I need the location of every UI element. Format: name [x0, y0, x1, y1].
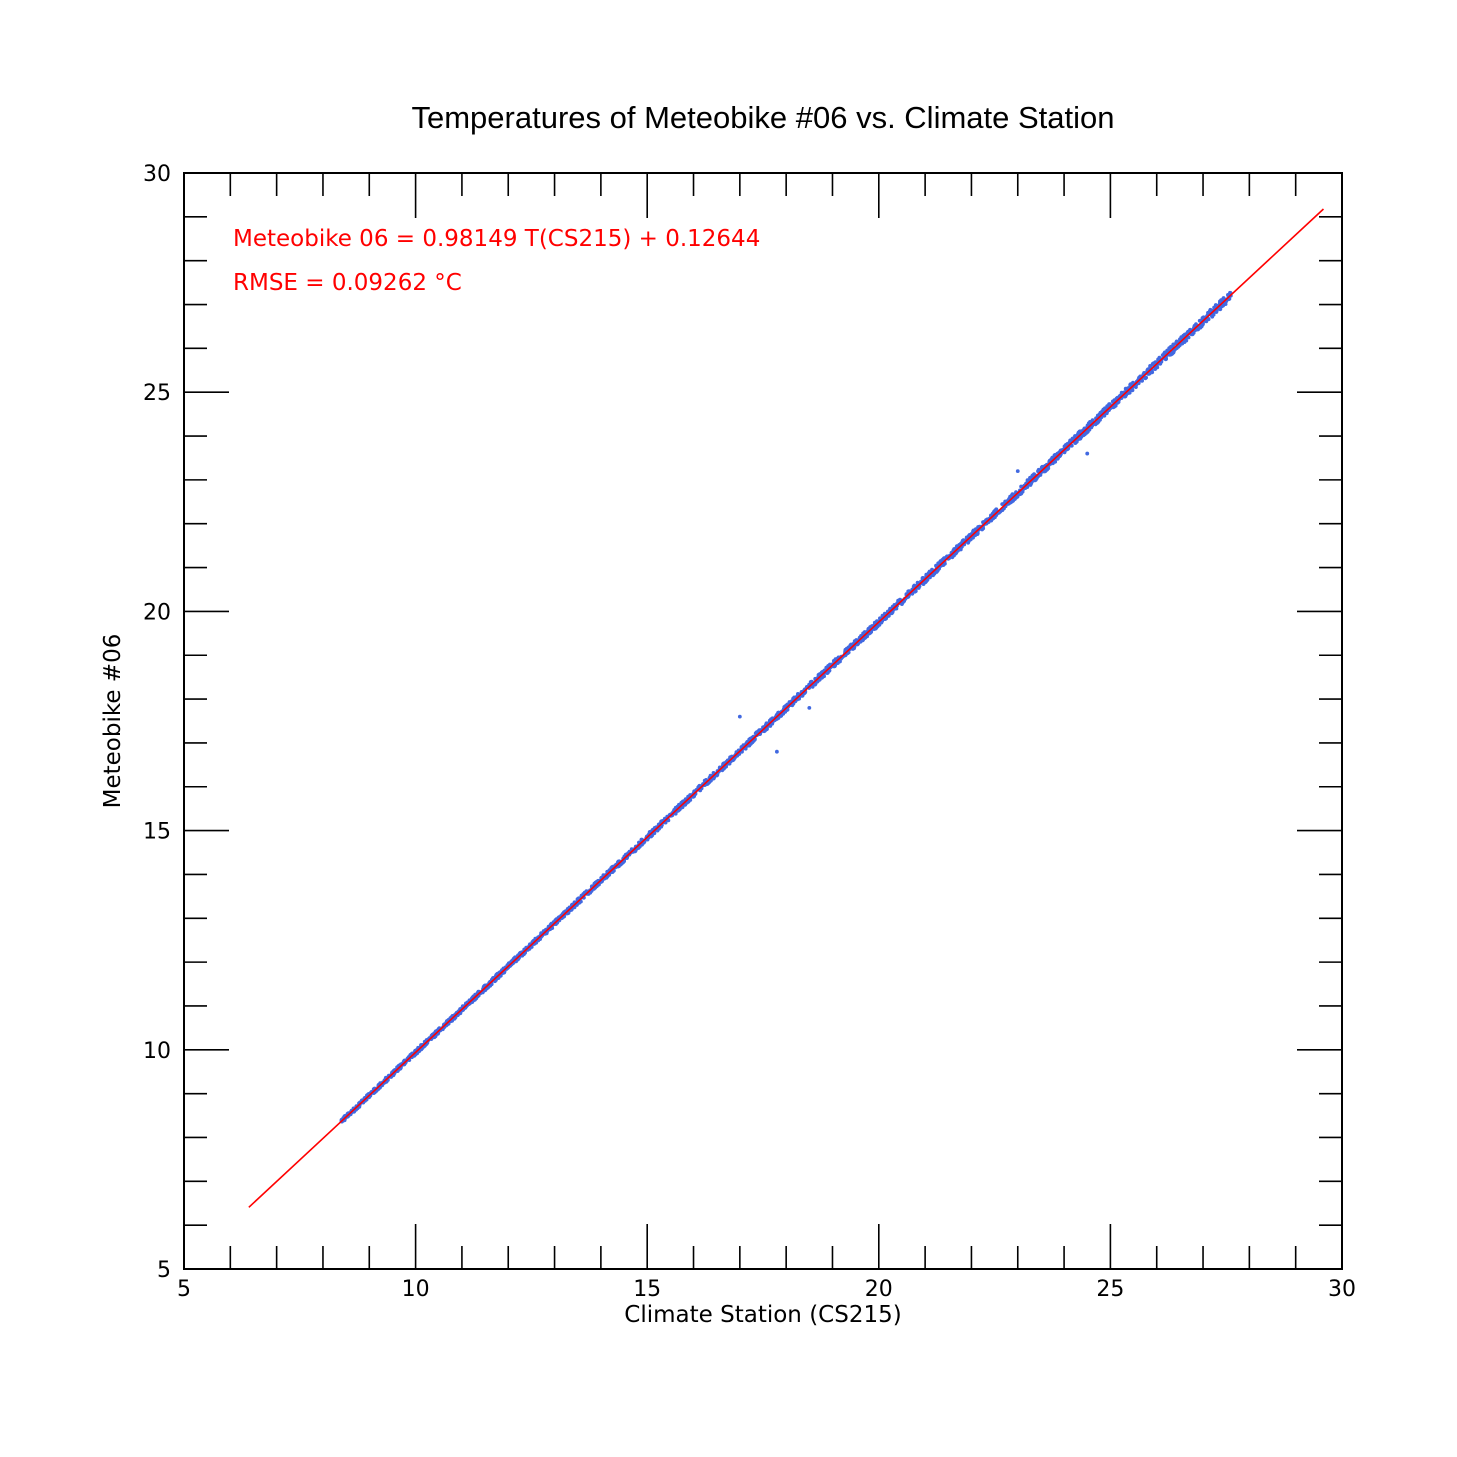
scatter-point — [843, 647, 848, 652]
scatter-point — [743, 746, 748, 751]
scatter-point — [1107, 402, 1111, 407]
x-axis-label: Climate Station (CS215) — [624, 1302, 901, 1328]
scatter-point — [774, 749, 779, 754]
scatter-point — [1077, 429, 1082, 434]
scatter-point — [1144, 375, 1148, 380]
scatter-point — [1169, 344, 1173, 349]
y-tick-label: 5 — [157, 1258, 171, 1283]
scatter-point — [1199, 324, 1203, 328]
x-tick-label: 25 — [1096, 1277, 1124, 1302]
chart-title: Temperatures of Meteobike #06 vs. Climat… — [411, 100, 1114, 135]
plot-frame — [183, 172, 1343, 1270]
scatter-point — [1098, 410, 1103, 415]
scatter-point — [1085, 451, 1090, 456]
scatter-point — [1045, 467, 1050, 472]
scatter-point — [1113, 403, 1118, 408]
scatter-point — [1074, 439, 1079, 444]
scatter-point — [1219, 298, 1223, 303]
scatter-point — [1172, 349, 1176, 354]
scatter-point — [1028, 475, 1032, 480]
regression-equation: Meteobike 06 = 0.98149 T(CS215) + 0.1264… — [233, 226, 760, 252]
scatter-point — [673, 811, 678, 816]
scatter-point — [935, 568, 940, 573]
x-tick-label: 10 — [402, 1277, 430, 1302]
scatter-point — [796, 692, 800, 696]
scatter-point — [1148, 370, 1153, 375]
scatter-point — [1131, 380, 1135, 385]
scatter-point — [1015, 494, 1020, 499]
y-axis-label: Meteobike #06 — [100, 634, 126, 809]
scatter-point — [1211, 312, 1216, 317]
scatter-point — [913, 589, 917, 594]
scatter-point — [1025, 485, 1030, 489]
scatter-point — [1084, 430, 1089, 435]
scatter-point — [1019, 484, 1023, 489]
scatter-point — [1098, 418, 1102, 422]
scatter-point — [1148, 364, 1152, 368]
scatter-point — [813, 682, 817, 687]
scatter-point — [938, 560, 942, 564]
scatter-point — [807, 705, 812, 710]
y-tick-label: 25 — [143, 381, 171, 406]
scatter-point — [1206, 317, 1211, 322]
y-tick-label: 15 — [143, 820, 171, 845]
y-tick-label: 10 — [143, 1039, 171, 1064]
scatter-point — [1164, 356, 1168, 361]
scatter-point — [702, 778, 707, 783]
scatter-point — [1101, 407, 1106, 412]
scatter-point — [737, 714, 742, 719]
axis-ticks — [183, 172, 1343, 1270]
x-tick-label: 5 — [177, 1277, 191, 1302]
scatter-point — [1062, 444, 1067, 449]
x-tick-label: 15 — [633, 1277, 661, 1302]
y-tick-label: 20 — [143, 600, 171, 625]
scatter-point — [1010, 499, 1014, 504]
y-tick-labels: 5 10 15 20 25 30 — [143, 162, 171, 1283]
scatter-point — [1197, 318, 1202, 323]
scatter-point — [852, 639, 857, 643]
y-tick-label: 30 — [143, 162, 171, 187]
scatter-point — [1015, 469, 1020, 474]
scatter-point — [1053, 459, 1058, 464]
scatter-point — [769, 717, 773, 722]
x-tick-labels: 5 10 15 20 25 30 — [177, 1277, 1356, 1302]
scatter-point — [1156, 357, 1160, 362]
rmse-annotation: RMSE = 0.09262 °C — [233, 270, 462, 296]
fit-line — [248, 208, 1325, 1208]
scatter-point — [961, 538, 966, 543]
scatter-point — [791, 696, 795, 701]
scatter-point — [861, 637, 865, 642]
x-tick-label: 20 — [865, 1277, 893, 1302]
scatter-point — [1168, 352, 1172, 357]
x-tick-label: 30 — [1328, 1277, 1356, 1302]
scatter-point — [1110, 399, 1115, 404]
scatter-point — [1102, 413, 1107, 418]
scatter-point — [1186, 335, 1191, 340]
scatter-point — [1208, 309, 1212, 313]
scatter-point — [852, 646, 856, 651]
